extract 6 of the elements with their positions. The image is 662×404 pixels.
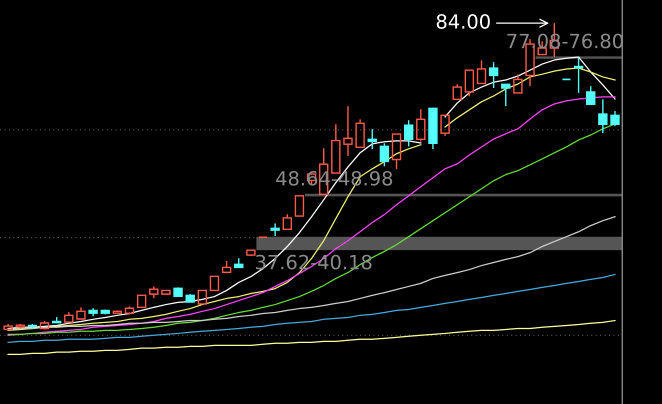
annotation: 84.00	[436, 14, 490, 29]
candlestick	[343, 105, 353, 157]
candlestick	[574, 58, 584, 94]
candlestick	[368, 128, 377, 150]
candlestick	[488, 62, 498, 89]
candlestick	[598, 98, 608, 134]
